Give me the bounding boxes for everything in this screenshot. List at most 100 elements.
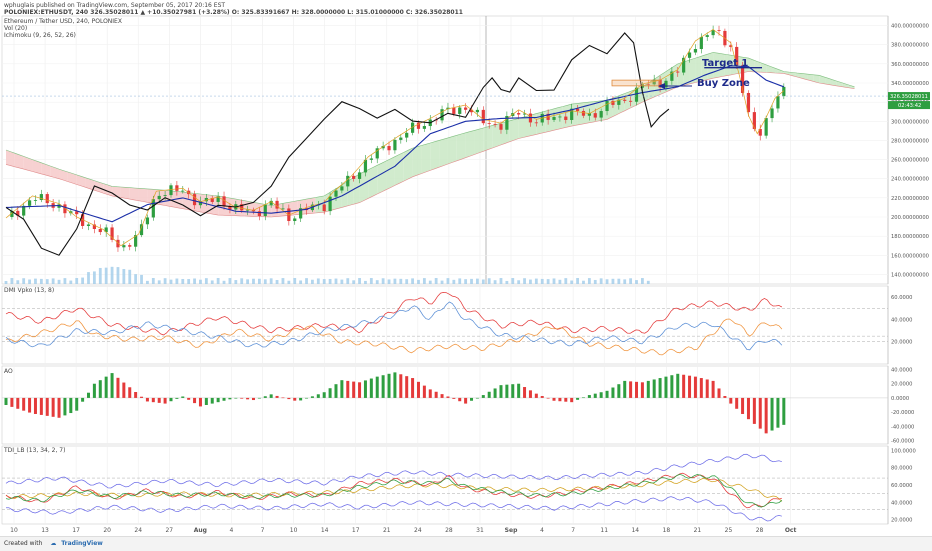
time-axis-label: 18	[663, 527, 671, 534]
ichimoku-cloud-segment	[67, 172, 77, 185]
candle-body	[687, 52, 692, 58]
panel-tick-label: 20.0000	[891, 382, 912, 388]
dmi-panel[interactable]: 60.0000 40.0000 20.0000	[2, 292, 912, 356]
candle-body	[764, 118, 768, 136]
candle-body	[269, 200, 273, 205]
volume-bar	[517, 280, 521, 284]
volume-bar	[499, 278, 503, 284]
time-axis-label: 28	[756, 527, 764, 534]
footer-brand[interactable]: TradingView	[61, 540, 103, 547]
ao-histogram-bar	[534, 393, 538, 398]
volume-bar	[281, 278, 285, 284]
volume-bar	[635, 280, 638, 284]
volume-legend: Vol (20)	[4, 25, 28, 32]
chart-canvas[interactable]: 140.00000000160.00000000180.00000000200.…	[0, 0, 932, 536]
ao-histogram-bar	[45, 397, 49, 416]
ao-histogram-bar	[269, 394, 273, 398]
ao-histogram-bar	[181, 396, 185, 398]
candle-body	[587, 113, 591, 116]
volume-bar	[204, 278, 208, 284]
volume-bar	[299, 280, 303, 284]
ao-histogram-bar	[682, 374, 686, 398]
volume-bar	[464, 279, 468, 284]
volume-bar	[157, 280, 161, 284]
volume-bar	[393, 278, 397, 284]
candle-body	[581, 110, 586, 116]
volume-bar	[582, 280, 585, 284]
ao-histogram-bar	[741, 397, 745, 414]
ao-histogram-bar	[587, 395, 591, 398]
volume-bar	[587, 278, 591, 284]
ao-histogram-bar	[576, 397, 580, 400]
candle-body	[634, 87, 639, 102]
volume-bar	[45, 279, 49, 284]
panel-tick-label: 40.0000	[891, 500, 912, 506]
ao-histogram-bar	[528, 390, 532, 398]
ao-histogram-bar	[635, 381, 639, 398]
ichimoku-cloud-segment	[754, 60, 761, 73]
candle-body	[39, 194, 43, 201]
ao-histogram-bar	[257, 397, 261, 399]
volume-bar	[511, 278, 515, 284]
volume-bar	[629, 278, 633, 284]
ao-panel[interactable]: 40.0000 20.0000 0.0000 -20.0000 -40.0000 -60.…	[2, 368, 914, 445]
ao-histogram-bar	[98, 380, 102, 398]
volume-bar	[75, 278, 79, 284]
time-axis-label: 17	[352, 527, 360, 534]
candle-body	[293, 218, 297, 222]
ao-histogram-bar	[240, 397, 244, 399]
ao-histogram-bar	[729, 397, 733, 404]
volume-bar	[293, 278, 297, 284]
candle-body	[481, 109, 485, 124]
time-axis-label: 24	[414, 527, 422, 534]
volume-bar	[81, 277, 85, 284]
ao-histogram-bar	[564, 397, 568, 402]
ichimoku-cloud-segment	[32, 159, 42, 174]
candle-body	[611, 100, 615, 105]
ichimoku-cloud-segment	[819, 75, 826, 84]
volume-bar	[564, 278, 568, 284]
ao-histogram-bar	[293, 397, 297, 401]
ao-histogram-bar	[275, 395, 279, 398]
candle-body	[45, 194, 49, 204]
volume-bar	[476, 278, 479, 284]
ichimoku-cloud-segment	[59, 169, 68, 182]
price-panel[interactable]: 140.00000000 160.00000000 180.00000000 200.…	[2, 24, 930, 284]
volume-bar	[529, 279, 532, 284]
ao-histogram-bar	[193, 397, 197, 404]
ao-histogram-bar	[658, 378, 662, 398]
candle-body	[328, 196, 332, 212]
candle-body	[322, 204, 326, 212]
volume-bar	[570, 280, 574, 284]
candle-body	[605, 100, 609, 112]
volume-bar	[375, 280, 379, 284]
ao-histogram-bar	[140, 396, 144, 398]
tdi-panel[interactable]: 100.0000 80.0000 60.0000 40.0000 20.0000	[2, 448, 916, 524]
candle-body	[363, 159, 368, 173]
volume-bar	[252, 278, 255, 284]
volume-bar	[228, 278, 232, 284]
volume-bar	[411, 278, 414, 284]
volume-bar	[623, 279, 627, 284]
volume-bar	[558, 279, 562, 284]
ao-histogram-bar	[198, 397, 202, 407]
candle-body	[570, 108, 574, 120]
panel-frame-ao	[1, 365, 889, 445]
panel-tick-label: 40.0000	[891, 368, 912, 374]
ichimoku-cloud-segment	[353, 173, 360, 205]
ao-histogram-bar	[493, 388, 497, 398]
ao-histogram-bar	[175, 397, 179, 399]
kijun-line	[5, 65, 784, 223]
ao-histogram-bar	[746, 397, 750, 420]
ao-histogram-bar	[752, 397, 756, 424]
candle-body	[735, 46, 739, 66]
ao-histogram-bar	[122, 382, 126, 398]
ao-histogram-bar	[33, 397, 37, 414]
ao-histogram-bar	[581, 397, 585, 399]
candle-body	[104, 227, 108, 233]
created-with-text: Created with	[4, 540, 43, 547]
volume-bar	[193, 278, 196, 284]
candle-body	[222, 196, 226, 207]
volume-bar	[417, 279, 420, 284]
ao-histogram-bar	[540, 396, 544, 398]
